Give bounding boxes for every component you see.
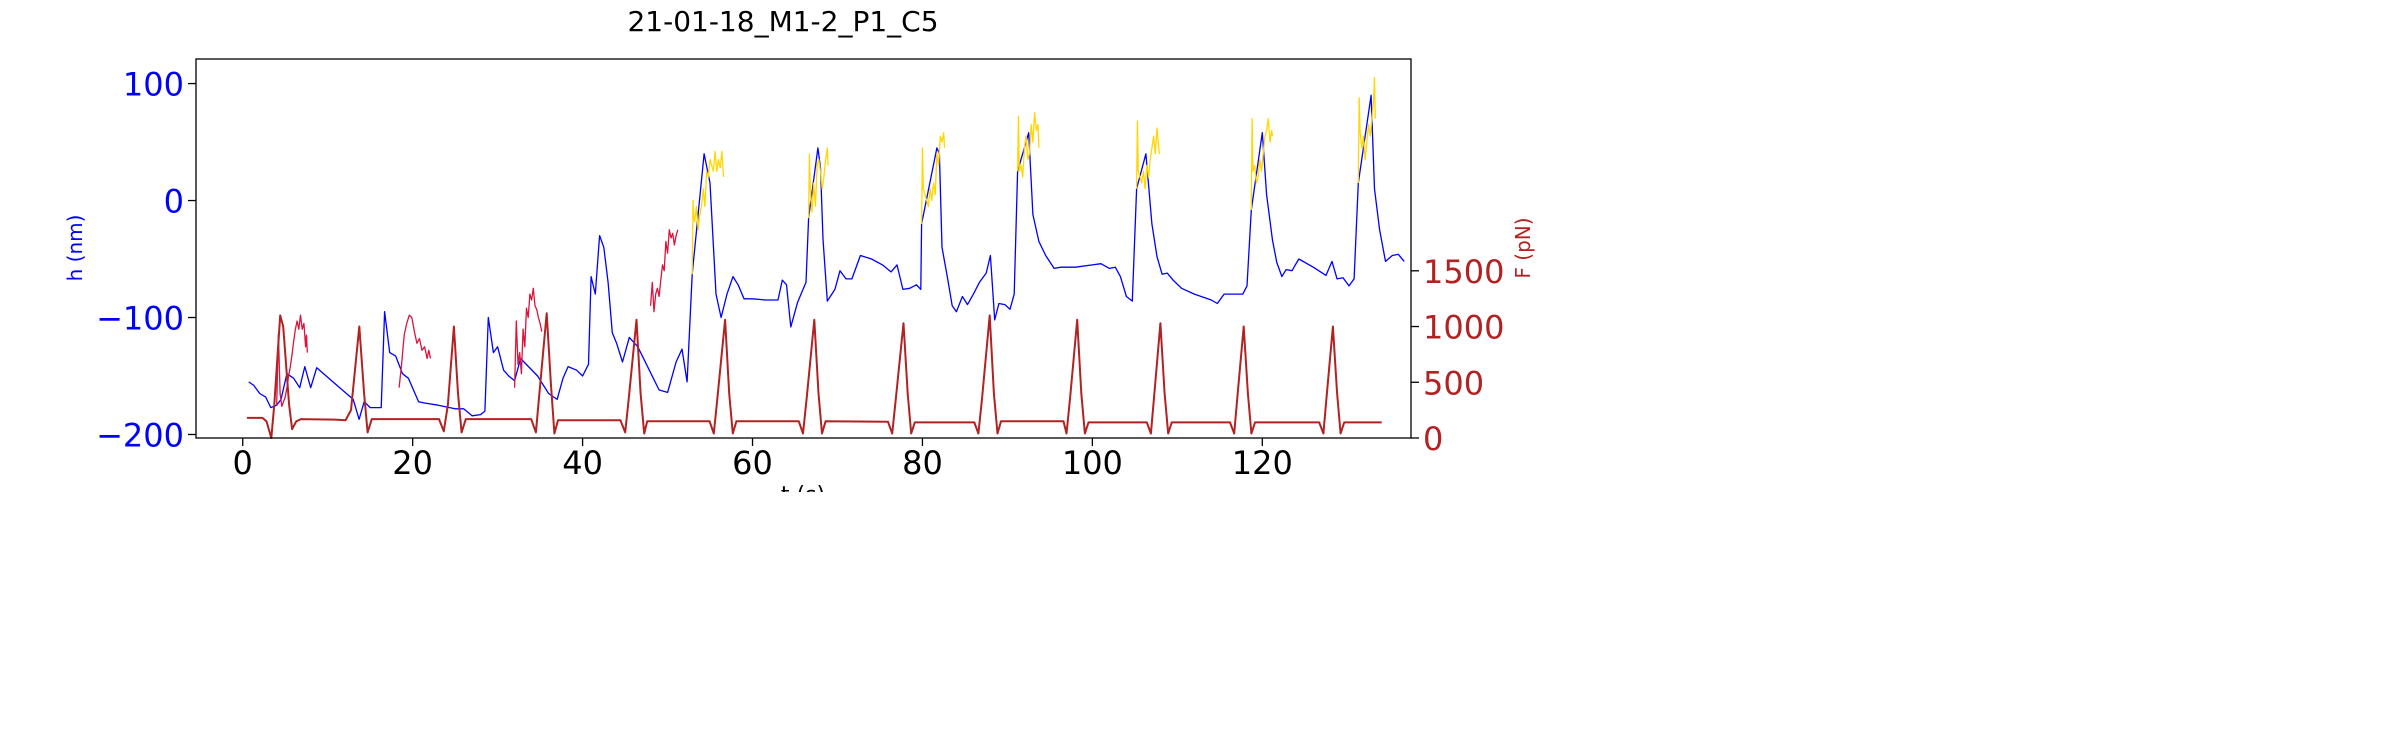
chart-title: 21-01-18_M1-2_P1_C5: [627, 5, 938, 38]
chart: 21-01-18_M1-2_P1_C5 0 20 40 60 80 100 120 −200…: [63, 5, 1535, 492]
x-tick-label: 80: [902, 444, 943, 482]
x-tick-label: 0: [233, 444, 253, 482]
y-left-tick-label: 0: [164, 183, 184, 221]
series-line-height-compression-1: [276, 314, 308, 408]
x-tick-label: 100: [1062, 444, 1123, 482]
series-line-height-baseline: [248, 94, 1405, 420]
y-axis-left: −200 −100 0 100: [96, 66, 196, 454]
series-line-height-plateau-5: [1135, 120, 1161, 190]
series-line-height-plateau-6: [1250, 118, 1274, 210]
x-axis: 0 20 40 60 80 100 120: [233, 438, 1293, 482]
series-line-height-plateau-4: [1016, 112, 1040, 178]
y-right-axis-label: F (pN): [1511, 217, 1535, 278]
y-right-tick-label: 0: [1423, 420, 1443, 458]
x-tick-label: 20: [392, 444, 433, 482]
y-right-tick-label: 1500: [1423, 253, 1504, 291]
series-line-force: [246, 312, 1382, 439]
y-left-tick-label: −200: [96, 416, 184, 454]
series-line-height-compression-2: [398, 314, 432, 388]
series-line-height-plateau-1: [691, 150, 725, 275]
series-line-height-compression-3: [513, 287, 543, 388]
x-tick-label: 120: [1232, 444, 1293, 482]
y-right-tick-label: 500: [1423, 364, 1484, 402]
y-left-tick-label: 100: [123, 66, 184, 104]
y-axis-right: 0 500 1000 1500: [1411, 253, 1504, 458]
series-line-height-plateau-3: [920, 132, 946, 224]
x-tick-label: 60: [732, 444, 773, 482]
series-line-height-plateau-2: [807, 147, 829, 219]
x-axis-label: t (s): [781, 483, 825, 492]
plot-frame: [195, 58, 1412, 439]
y-left-axis-label: h (nm): [63, 215, 87, 282]
series-line-height-compression-4: [649, 229, 679, 313]
series-layer: [246, 77, 1405, 439]
x-tick-label: 40: [562, 444, 603, 482]
plot-area: [195, 58, 1412, 439]
y-right-tick-label: 1000: [1423, 309, 1504, 347]
series-line-height-plateau-7: [1357, 77, 1376, 184]
y-left-tick-label: −100: [96, 300, 184, 338]
